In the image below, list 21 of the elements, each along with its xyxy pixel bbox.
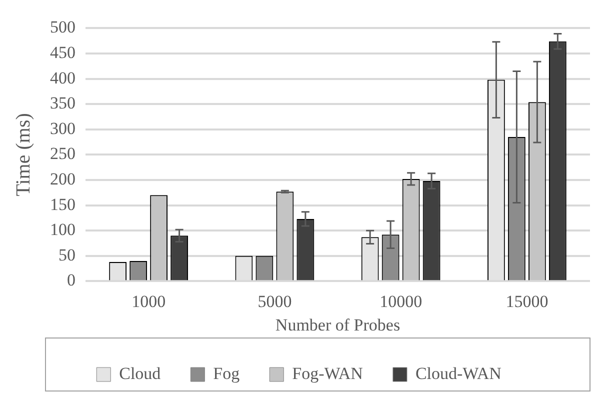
y-tick-label: 250 <box>50 144 76 164</box>
y-tick-label: 0 <box>67 270 76 290</box>
x-tick-label: 1000 <box>132 292 166 311</box>
y-tick-label: 350 <box>50 94 76 113</box>
y-tick-label: 150 <box>50 194 76 214</box>
legend-label: Cloud-WAN <box>415 364 502 383</box>
legend-label: Fog <box>213 364 240 383</box>
y-tick-label: 500 <box>50 18 76 37</box>
x-axis-title: Number of Probes <box>275 315 400 334</box>
x-tick-label: 15000 <box>506 292 548 311</box>
y-tick-label: 50 <box>58 245 76 264</box>
x-tick-label: 5000 <box>258 292 292 311</box>
legend-label: Fog-WAN <box>292 364 363 383</box>
legend-label: Cloud <box>119 364 162 383</box>
y-tick-label: 300 <box>50 118 76 138</box>
y-tick-label: 400 <box>50 68 76 88</box>
y-tick-label: 450 <box>50 42 76 62</box>
y-axis-title: Time (ms) <box>12 113 34 196</box>
y-tick-label: 200 <box>50 169 76 188</box>
x-tick-label: 10000 <box>380 292 422 311</box>
y-tick-label: 100 <box>50 220 76 240</box>
